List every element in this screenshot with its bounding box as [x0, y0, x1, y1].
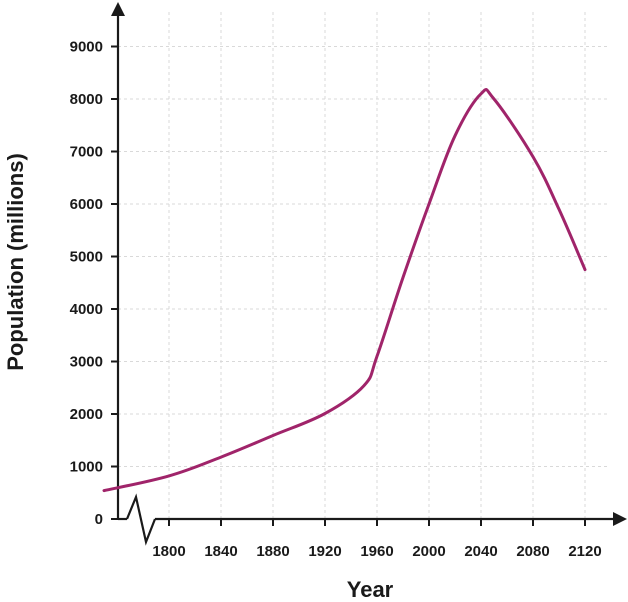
- x-tick-label: 1920: [308, 543, 341, 560]
- x-tick-label: 1840: [204, 543, 237, 560]
- x-axis-title: Year: [347, 577, 394, 602]
- y-tick-label: 4000: [70, 301, 103, 318]
- x-tick-label: 2120: [568, 543, 601, 560]
- x-tick-label: 1880: [256, 543, 289, 560]
- gridlines: [118, 12, 610, 519]
- x-tick-label: 2080: [516, 543, 549, 560]
- y-tick-label: 1000: [70, 459, 103, 476]
- y-tick-label: 5000: [70, 249, 103, 266]
- population-series-line: [102, 88, 587, 493]
- y-axis-arrow: [111, 2, 125, 16]
- x-axis-break: [125, 493, 157, 546]
- axes: [111, 2, 627, 546]
- y-tick-label: 2000: [70, 406, 103, 423]
- x-tick-label: 2000: [412, 543, 445, 560]
- y-tick-label: 7000: [70, 144, 103, 161]
- y-tick-label: 9000: [70, 39, 103, 56]
- ticks: 0 1000 2000 3000 4000 5000 6000 7000 8000 9000 180…: [70, 39, 602, 561]
- y-axis-title: Population (millions): [3, 153, 28, 371]
- y-tick-label: 3000: [70, 354, 103, 371]
- y-tick-label: 0: [95, 511, 103, 528]
- series: [102, 88, 587, 493]
- x-axis-arrow: [613, 512, 627, 526]
- y-tick-label: 8000: [70, 91, 103, 108]
- x-tick-label: 2040: [464, 543, 497, 560]
- x-tick-label: 1800: [152, 543, 185, 560]
- y-tick-label: 6000: [70, 196, 103, 213]
- x-tick-label: 1960: [360, 543, 393, 560]
